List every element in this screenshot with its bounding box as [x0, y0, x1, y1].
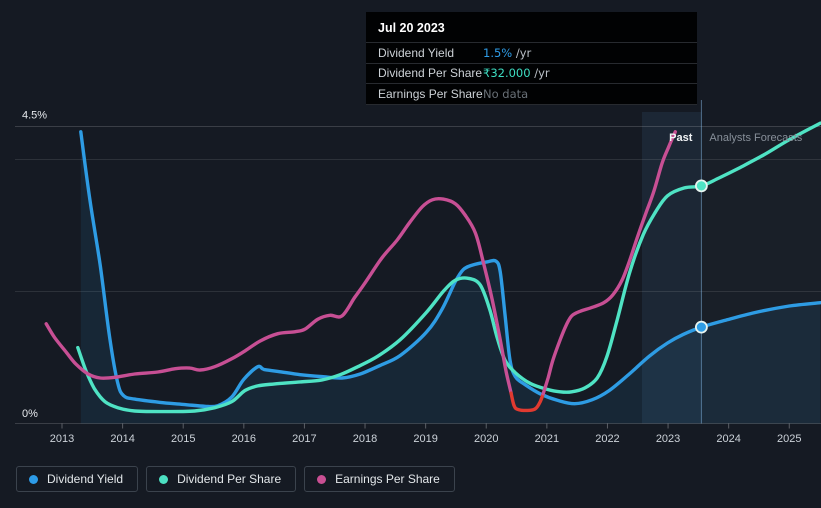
tooltip-row-earnings-per-share: Earnings Per Share No data	[366, 83, 697, 105]
tooltip-value: ₹32.000 /yr	[483, 66, 550, 81]
x-tick-label: 2020	[474, 433, 498, 445]
y-axis-max-label: 4.5%	[22, 110, 47, 122]
x-tick-label: 2015	[171, 433, 195, 445]
tooltip-row-dividend-per-share: Dividend Per Share ₹32.000 /yr	[366, 62, 697, 84]
dividend-yield-marker	[694, 320, 708, 334]
legend-label: Earnings Per Share	[335, 472, 440, 486]
x-tick-label: 2013	[50, 433, 74, 445]
earnings-per-share-line	[509, 391, 545, 413]
x-tick-label: 2021	[535, 433, 559, 445]
dividend-per-share-dot-icon	[159, 474, 169, 484]
x-tick-label: 2025	[777, 433, 801, 445]
x-tick-label: 2019	[413, 433, 437, 445]
past-label: Past	[669, 132, 693, 144]
legend-dividend-yield[interactable]: Dividend Yield	[16, 466, 139, 492]
tooltip-label: Earnings Per Share	[378, 86, 483, 101]
tooltip-value: 1.5% /yr	[483, 45, 532, 60]
x-tick-label: 2017	[292, 433, 316, 445]
legend-label: Dividend Yield	[47, 472, 124, 486]
chart-tooltip: Jul 20 2023 Dividend Yield 1.5% /yr Divi…	[366, 12, 697, 105]
tooltip-date: Jul 20 2023	[378, 21, 445, 35]
analysts-forecasts-label: Analysts Forecasts	[709, 132, 802, 144]
dividend-yield-area	[80, 131, 821, 424]
earnings-per-share-line	[541, 130, 677, 396]
past-year-highlight-band	[641, 112, 702, 424]
tooltip-value: No data	[483, 86, 529, 101]
legend-label: Dividend Per Share	[177, 472, 282, 486]
tooltip-label: Dividend Per Share	[378, 66, 483, 81]
legend-earnings-per-share[interactable]: Earnings Per Share	[304, 466, 455, 492]
x-tick-label: 2016	[232, 433, 256, 445]
x-tick-label: 2023	[656, 433, 680, 445]
x-tick-label: 2018	[353, 433, 377, 445]
x-tick-label: 2014	[110, 433, 134, 445]
earnings-per-share-line	[44, 196, 513, 395]
y-axis-min-label: 0%	[22, 408, 38, 420]
dividend-yield-dot-icon	[29, 474, 38, 484]
x-tick-label: 2022	[595, 433, 619, 445]
tooltip-label: Dividend Yield	[378, 45, 455, 60]
x-tick-label: 2024	[716, 433, 740, 445]
tooltip-row-dividend-yield: Dividend Yield 1.5% /yr	[366, 42, 697, 63]
dividend-per-share-marker	[694, 179, 708, 193]
dividend-yield-line	[79, 130, 821, 409]
chart-legend: Dividend Yield Dividend Per Share Earnin…	[16, 466, 455, 492]
dividend-per-share-line	[76, 121, 821, 414]
legend-dividend-per-share[interactable]: Dividend Per Share	[146, 466, 297, 492]
earnings-per-share-dot-icon	[317, 474, 327, 484]
